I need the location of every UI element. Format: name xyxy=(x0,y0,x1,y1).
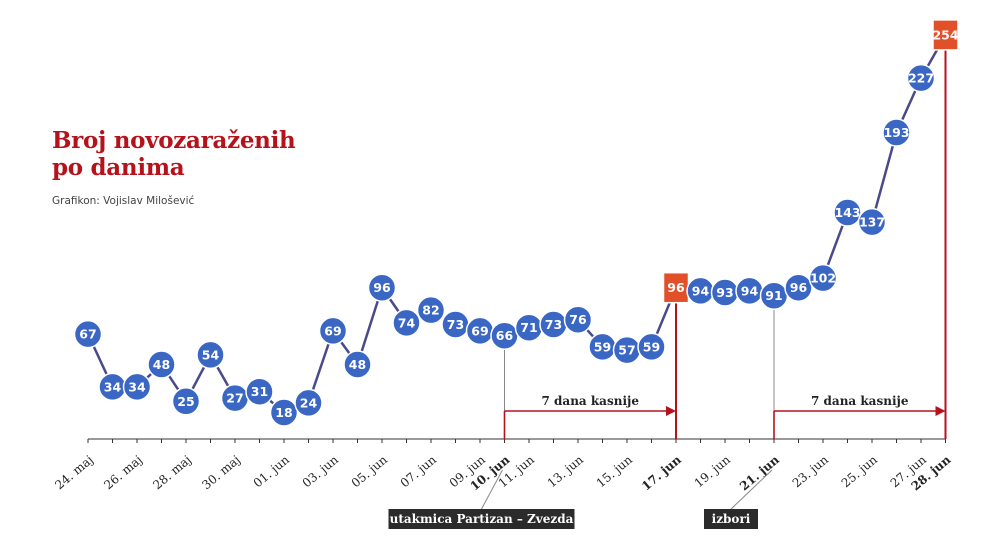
data-label: 69 xyxy=(324,323,341,338)
data-point xyxy=(833,198,862,227)
x-tick-label: 13. jun xyxy=(545,452,586,490)
event-leader-line xyxy=(481,469,503,510)
data-label: 18 xyxy=(275,405,292,420)
data-label: 27 xyxy=(226,391,243,406)
data-label: 193 xyxy=(883,125,909,140)
chart-credit: Grafikon: Vojislav Milošević xyxy=(52,195,195,207)
data-label: 137 xyxy=(859,215,885,230)
data-label: 48 xyxy=(349,357,366,372)
x-tick-label: 15. jun xyxy=(594,452,635,490)
data-label: 59 xyxy=(594,339,611,354)
data-point xyxy=(808,263,838,293)
data-label: 93 xyxy=(716,285,733,300)
data-label: 227 xyxy=(908,71,934,86)
data-point xyxy=(294,388,323,418)
data-label: 71 xyxy=(520,320,537,335)
data-label: 74 xyxy=(398,315,416,330)
data-label: 82 xyxy=(422,303,439,318)
x-tick-label: 17. jun xyxy=(639,452,684,493)
x-tick-label: 28. maj xyxy=(150,453,194,493)
data-point xyxy=(343,350,372,379)
data-label: 57 xyxy=(618,343,635,358)
annotations: 7 dana kasnije 7 dana kasnije xyxy=(503,34,947,439)
x-tick-label: 25. jun xyxy=(839,452,880,490)
data-label: 143 xyxy=(834,205,860,220)
data-point xyxy=(392,308,421,338)
data-point xyxy=(122,372,152,402)
x-tick-label: 03. jun xyxy=(300,452,341,490)
data-point xyxy=(563,305,593,334)
data-label: 73 xyxy=(545,317,562,332)
data-point xyxy=(147,350,176,379)
x-tick-label: 01. jun xyxy=(251,452,292,490)
data-label: 48 xyxy=(153,357,170,372)
data-point xyxy=(906,63,936,93)
data-label: 24 xyxy=(300,395,318,410)
data-label: 254 xyxy=(932,27,958,42)
x-tick-label: 19. jun xyxy=(692,452,733,490)
data-label: 67 xyxy=(79,327,96,342)
data-point xyxy=(784,273,813,302)
data-point xyxy=(416,295,446,325)
data-label: 31 xyxy=(251,384,268,399)
x-tick-label: 05. jun xyxy=(349,452,390,490)
data-label: 34 xyxy=(104,379,122,394)
data-label: 94 xyxy=(692,283,710,298)
x-tick-labels: 24. maj 26. maj 28. maj 30. maj 01. jun 03. j… xyxy=(52,452,953,493)
annotation-label: 7 dana kasnije xyxy=(542,394,640,408)
data-point xyxy=(269,398,299,427)
data-point xyxy=(318,316,348,346)
annotation-arrowhead xyxy=(935,406,946,416)
data-point xyxy=(857,207,887,237)
data-point xyxy=(882,118,911,147)
event-label: utakmica Partizan – Zvezda xyxy=(390,512,574,526)
x-tick-label: 24. maj xyxy=(52,453,96,493)
x-tick-label: 23. jun xyxy=(790,452,831,490)
title-line-2: po danima xyxy=(52,154,185,181)
annotation-label: 7 dana kasnije xyxy=(811,394,909,408)
data-point xyxy=(245,377,274,406)
event-labels: utakmica Partizan – Zvezda izbori xyxy=(388,469,773,529)
data-label: 94 xyxy=(741,283,759,298)
data-label: 59 xyxy=(643,339,660,354)
event-leader-line xyxy=(730,469,773,510)
data-label: 25 xyxy=(177,394,194,409)
data-point xyxy=(73,319,103,349)
data-label: 54 xyxy=(202,347,220,362)
data-point xyxy=(171,387,201,416)
x-tick-label: 26. maj xyxy=(101,453,145,493)
data-label: 66 xyxy=(496,328,514,343)
x-tick-label: 07. jun xyxy=(398,452,439,490)
event-box xyxy=(704,509,758,529)
data-label: 91 xyxy=(765,288,782,303)
data-label: 73 xyxy=(447,317,464,332)
event-box xyxy=(388,509,575,529)
data-points: 67 34 34 48 25 54 27 31 18 24 69 48 96 74 82 73 69 66 71 73… xyxy=(73,19,959,427)
event-label: izbori xyxy=(712,512,751,526)
data-label: 96 xyxy=(790,280,808,295)
data-point xyxy=(637,332,666,362)
data-label: 96 xyxy=(373,280,391,295)
data-point xyxy=(196,340,225,370)
chart-title: Broj novozaraženih po danima xyxy=(52,127,296,181)
data-label: 34 xyxy=(128,379,146,394)
annotation-arrowhead xyxy=(666,406,676,416)
x-tick-label: 30. maj xyxy=(199,453,243,493)
title-line-1: Broj novozaraženih xyxy=(52,127,296,154)
data-label: 69 xyxy=(471,323,488,338)
highlight-point xyxy=(932,19,959,51)
x-axis xyxy=(87,307,946,443)
data-point xyxy=(367,273,397,302)
x-tick-label: 21. jun xyxy=(737,452,782,493)
data-label: 76 xyxy=(569,312,587,327)
data-label: 102 xyxy=(810,271,836,286)
data-label: 96 xyxy=(667,280,685,295)
